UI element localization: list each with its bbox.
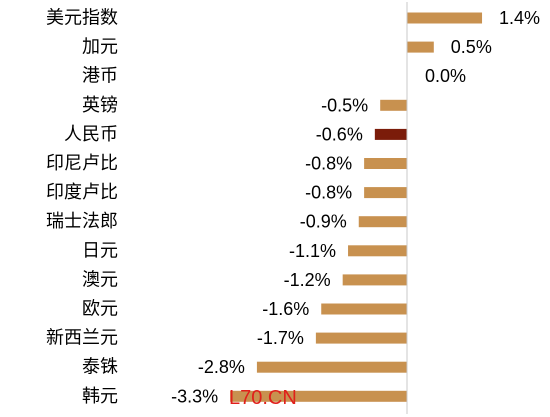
- category-label: 新西兰元: [46, 328, 118, 349]
- bar: [374, 128, 407, 140]
- category-label: 加元: [82, 37, 118, 58]
- value-labels-group: 1.4% 0.5% 0.0% -0.5% -0.6% -0.8% -0.8% -0.9% -1.…: [171, 8, 540, 406]
- category-label: 澳元: [82, 269, 118, 290]
- value-label: -0.8%: [305, 154, 352, 174]
- category-label: 人民币: [64, 124, 118, 145]
- bars-group: [230, 12, 483, 402]
- bar: [342, 274, 407, 286]
- value-label: -0.5%: [321, 95, 368, 115]
- bar: [315, 332, 407, 344]
- bar: [407, 41, 434, 53]
- bar: [230, 390, 407, 402]
- category-label: 欧元: [82, 299, 118, 320]
- category-label: 印尼卢比: [46, 153, 118, 174]
- bar: [364, 187, 407, 199]
- value-label: 0.5%: [451, 37, 492, 57]
- value-label: -0.6%: [316, 124, 363, 144]
- bar: [380, 99, 407, 111]
- bar: [321, 303, 407, 315]
- category-label: 美元指数: [46, 8, 118, 29]
- value-label: -0.9%: [300, 212, 347, 232]
- bar: [407, 12, 483, 24]
- bar: [358, 216, 407, 228]
- bar: [364, 158, 407, 169]
- value-label: 1.4%: [499, 8, 540, 28]
- value-label: -1.6%: [262, 299, 309, 319]
- category-label: 印度卢比: [46, 182, 118, 203]
- value-label: 0.0%: [425, 66, 466, 86]
- category-label: 港币: [82, 66, 118, 87]
- value-label: -1.1%: [289, 241, 336, 261]
- category-label: 泰铢: [82, 357, 118, 378]
- category-label: 瑞士法郎: [46, 211, 118, 232]
- value-label: -1.7%: [257, 328, 304, 348]
- value-label: -0.8%: [305, 183, 352, 203]
- value-label: -1.2%: [284, 270, 331, 290]
- bar: [348, 245, 407, 257]
- category-label: 韩元: [82, 386, 118, 407]
- category-label: 英镑: [82, 95, 118, 116]
- watermark-text: L70.CN: [229, 387, 297, 409]
- bar: [256, 361, 407, 373]
- value-label: -3.3%: [171, 386, 218, 406]
- value-label: -2.8%: [198, 357, 245, 377]
- category-label: 日元: [82, 240, 118, 261]
